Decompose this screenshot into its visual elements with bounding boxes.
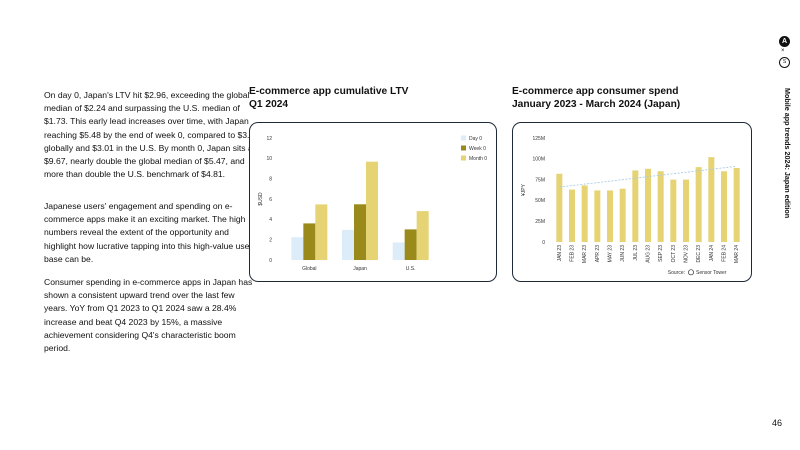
bar-feb-24 — [721, 171, 727, 242]
adjust-logo-icon: A — [779, 36, 790, 47]
bar-jan-23 — [556, 173, 563, 242]
bar-week-0 — [404, 229, 417, 260]
bar-aug-23 — [645, 168, 651, 242]
source-label: Source: — [668, 270, 685, 276]
bar-jul-23 — [632, 170, 639, 242]
bar-day-0 — [342, 229, 354, 260]
x-tick-label: FEB 24 — [722, 245, 728, 262]
x-tick-label: DEC 23 — [696, 245, 702, 263]
trendline — [559, 165, 737, 188]
spend-chart-title: E-commerce app consumer spend — [512, 86, 679, 97]
bar-month-0 — [416, 211, 429, 260]
ltv-chart-title-block: E-commerce app cumulative LTV Q1 2024 — [249, 85, 408, 111]
bar-month-0 — [366, 161, 378, 260]
bar-mar-23 — [581, 185, 588, 242]
bar-dec-23 — [695, 167, 702, 242]
legend-label: Week 0 — [469, 146, 486, 152]
ltv-chart-card: 0 2 4 6 8 10 12 $USD Global Japan U.S. Day 0 Week 0 M… — [249, 122, 497, 282]
legend-swatch — [461, 135, 466, 141]
x-tick-label: JUL 23 — [633, 245, 639, 261]
ltv-paragraph: On day 0, Japan's LTV hit $2.96, exceedi… — [44, 90, 256, 180]
engagement-paragraph: Japanese users' engagement and spending … — [44, 201, 253, 264]
x-tick-label: MAY 23 — [608, 245, 614, 263]
sidebar: A × S Mobile app trends 2024: Japan edit… — [772, 30, 798, 250]
x-tick-label: MAR 23 — [582, 245, 588, 263]
x-tick-label: NOV 23 — [684, 245, 690, 263]
bar-day-0 — [291, 237, 304, 260]
y-tick-label: 100M — [532, 157, 545, 163]
y-tick-label: 25M — [535, 219, 545, 225]
x-tick-label: OCT 23 — [671, 245, 677, 263]
bar-nov-23 — [683, 179, 689, 242]
report-title: Mobile app trends 2024: Japan edition — [783, 88, 792, 219]
y-tick-label: 6 — [269, 197, 272, 203]
y-tick-label: 0 — [269, 258, 272, 264]
y-axis-label: ¥JPY — [521, 183, 527, 196]
y-tick-label: 12 — [266, 136, 272, 142]
spend-chart: 0 25M 50M 75M 100M 125M ¥JPY JAN 23 FEB 23 MAR 23… — [521, 136, 740, 276]
x-tick-label: Global — [302, 266, 316, 272]
x-tick-label: Japan — [353, 266, 367, 272]
page-number: 46 — [772, 418, 783, 428]
x-tick-label: SEP 23 — [658, 245, 664, 262]
spending-paragraph: Consumer spending in e-commerce apps in … — [44, 277, 253, 354]
spend-chart-subtitle: January 2023 - March 2024 (Japan) — [512, 99, 681, 110]
ltv-chart: 0 2 4 6 8 10 12 $USD Global Japan U.S. Day 0 Week 0 M… — [258, 135, 487, 272]
y-tick-label: 4 — [269, 217, 272, 223]
x-tick-label: FEB 23 — [570, 245, 576, 262]
bar-jan-24 — [708, 157, 715, 242]
times-icon: × — [781, 48, 785, 54]
bar-feb-23 — [569, 189, 575, 242]
y-tick-label: 50M — [535, 198, 545, 204]
x-tick-label: JAN 24 — [709, 245, 715, 262]
y-tick-label: 8 — [269, 176, 272, 182]
y-tick-label: 2 — [269, 237, 272, 243]
bar-oct-23 — [670, 179, 677, 242]
bar-week-0 — [354, 204, 366, 260]
x-tick-label: AUG 23 — [646, 245, 652, 263]
x-tick-label: U.S. — [406, 266, 416, 272]
y-tick-label: 125M — [532, 136, 545, 142]
x-tick-label: APR 23 — [595, 245, 601, 262]
bar-mar-24 — [733, 167, 740, 242]
bar-month-0 — [315, 204, 328, 260]
y-tick-label: 0 — [542, 240, 545, 246]
bar-jun-23 — [619, 188, 626, 242]
bar-day-0 — [392, 242, 405, 260]
x-tick-label: JAN 23 — [557, 245, 563, 262]
legend-label: Day 0 — [469, 136, 482, 142]
legend-swatch — [461, 145, 466, 151]
sensor-tower-icon — [688, 269, 694, 276]
source-name: Sensor Tower — [696, 270, 727, 276]
bar-sep-23 — [657, 171, 664, 242]
y-tick-label: 75M — [535, 177, 545, 183]
x-tick-label: MAR 24 — [734, 245, 740, 263]
legend-swatch — [461, 155, 466, 161]
x-tick-label: JUN 23 — [620, 245, 626, 262]
spend-chart-card: 0 25M 50M 75M 100M 125M ¥JPY JAN 23 FEB 23 MAR 23… — [512, 122, 752, 282]
legend-label: Month 0 — [469, 156, 487, 162]
bar-apr-23 — [594, 190, 601, 242]
bar-week-0 — [303, 223, 316, 260]
ltv-chart-subtitle: Q1 2024 — [249, 99, 289, 110]
bar-may-23 — [607, 190, 613, 242]
y-axis-label: $USD — [258, 192, 264, 206]
spend-chart-title-block: E-commerce app consumer spend January 20… — [512, 85, 680, 111]
ltv-chart-title: E-commerce app cumulative LTV — [249, 86, 409, 97]
y-tick-label: 10 — [266, 156, 272, 162]
sensor-tower-logo-icon: S — [779, 57, 790, 68]
